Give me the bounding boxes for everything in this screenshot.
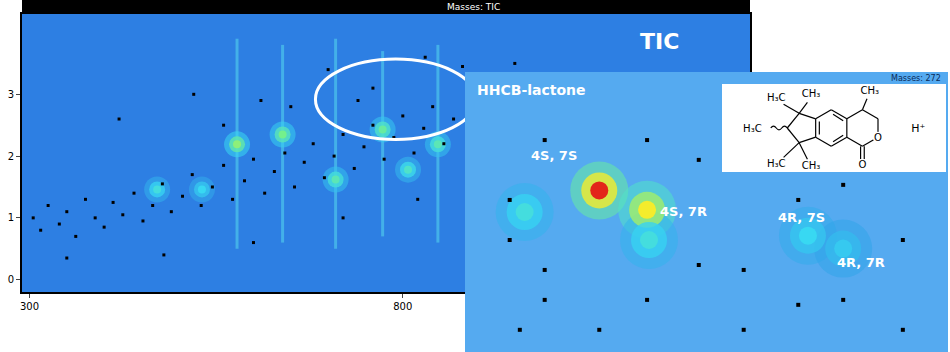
svg-text:CH₃: CH₃	[802, 160, 821, 171]
svg-text:3: 3	[8, 89, 14, 100]
svg-text:0: 0	[8, 274, 14, 285]
svg-text:CH₃: CH₃	[860, 85, 879, 96]
svg-text:4S, 7S: 4S, 7S	[531, 148, 577, 163]
svg-text:4S, 7R: 4S, 7R	[660, 204, 707, 219]
svg-text:CH₃: CH₃	[802, 88, 821, 99]
svg-text:300: 300	[20, 301, 39, 312]
svg-text:HHCB-lactone: HHCB-lactone	[477, 82, 586, 98]
svg-text:4R, 7R: 4R, 7R	[837, 255, 885, 270]
svg-text:H₃C: H₃C	[767, 92, 786, 103]
svg-text:O: O	[858, 159, 866, 170]
svg-text:H₃C: H₃C	[767, 158, 786, 169]
svg-text:800: 800	[393, 301, 412, 312]
svg-text:H⁺: H⁺	[911, 122, 925, 135]
svg-text:TIC: TIC	[640, 29, 679, 54]
svg-text:1: 1	[8, 212, 14, 223]
svg-text:H₃C: H₃C	[743, 123, 762, 134]
svg-text:O: O	[874, 132, 882, 143]
svg-text:4R, 7S: 4R, 7S	[778, 210, 825, 225]
svg-text:Masses: 272: Masses: 272	[891, 74, 941, 83]
svg-text:2: 2	[8, 151, 14, 162]
svg-text:Masses: TIC: Masses: TIC	[447, 2, 500, 12]
